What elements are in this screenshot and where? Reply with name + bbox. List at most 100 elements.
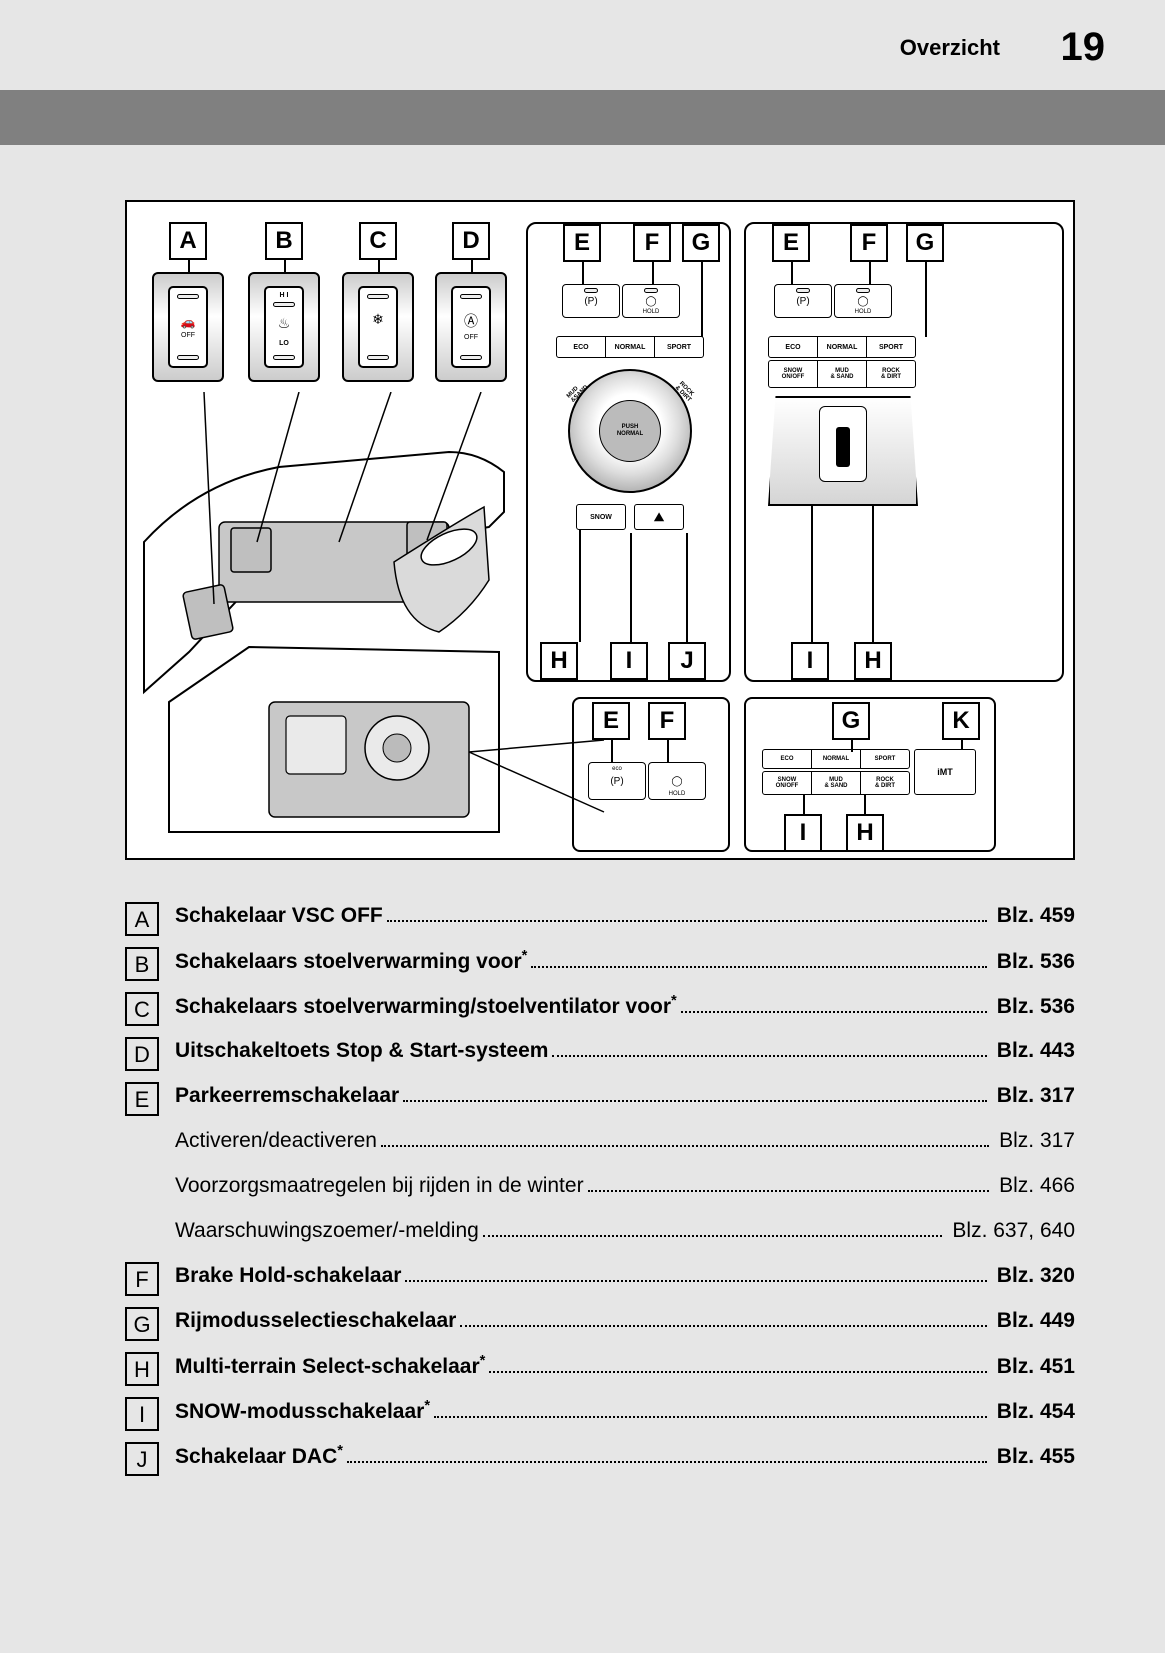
mode-strip-left: ECO NORMAL SPORT xyxy=(556,336,704,358)
button-c-led-top xyxy=(367,294,389,299)
legend-row: FBrake Hold-schakelaar Blz. 320 xyxy=(125,1260,1075,1296)
callout-k-lower: K xyxy=(942,702,980,740)
mode-sport: SPORT xyxy=(861,750,909,768)
callout-line xyxy=(611,740,613,762)
terrain-mud: MUD& SAND xyxy=(812,772,861,794)
hold-label: HOLD xyxy=(855,309,872,315)
callout-line xyxy=(652,262,654,284)
legend-line: Waarschuwingszoemer/-melding Blz. 637, 6… xyxy=(175,1215,1075,1247)
legend-page-ref: Blz. 443 xyxy=(991,1035,1075,1067)
interior-svg xyxy=(139,392,609,842)
legend-dots xyxy=(483,1220,943,1237)
terrain-rock: ROCK& DIRT xyxy=(861,772,909,794)
legend-label: Schakelaar VSC OFF xyxy=(175,900,383,932)
lever-slot xyxy=(819,406,867,482)
legend-dots xyxy=(387,905,987,922)
legend-row: G Rijmodusselectieschakelaar Blz. 449 xyxy=(125,1305,1075,1341)
callout-g-left: G xyxy=(682,224,720,262)
legend-line: Multi-terrain Select-schakelaar* Blz. 45… xyxy=(175,1350,1075,1383)
button-panel-d: Ⓐ OFF xyxy=(435,272,507,382)
legend-letter-box: J xyxy=(125,1442,159,1476)
legend-dots xyxy=(381,1130,989,1147)
button-a-ridge xyxy=(177,355,199,360)
callout-line xyxy=(378,260,380,272)
legend-label: Schakelaars stoelverwarming voor* xyxy=(175,945,527,978)
button-grid-panel: E F G (P) ◯ HOLD ECO xyxy=(744,222,1064,682)
legend-letter-box: I xyxy=(125,1397,159,1431)
legend-row: J Schakelaar DAC* Blz. 455 xyxy=(125,1440,1075,1476)
legend-line: Brake Hold-schakelaar Blz. 320 xyxy=(175,1260,1075,1292)
hold-circle-icon: ◯ xyxy=(857,296,868,307)
page-number: 19 xyxy=(1061,25,1106,70)
callout-d: D xyxy=(452,222,490,260)
terrain-snow: SNOWON/OFF xyxy=(769,361,818,387)
legend-dots xyxy=(403,1085,987,1102)
dial-push-label: PUSH xyxy=(622,424,639,431)
dial-normal-label: NORMAL xyxy=(617,431,643,438)
mode-eco: ECO xyxy=(769,337,818,357)
hold-led xyxy=(644,288,658,293)
callout-line xyxy=(803,795,805,815)
legend-label: Multi-terrain Select-schakelaar* xyxy=(175,1350,485,1383)
p-icon: (P) xyxy=(796,296,809,307)
callout-j-left: J xyxy=(668,642,706,680)
legend-page-ref: Blz. 455 xyxy=(991,1441,1075,1473)
callout-h-right: H xyxy=(854,642,892,680)
legend-dots xyxy=(588,1175,990,1192)
legend-label: Rijmodusselectieschakelaar xyxy=(175,1305,456,1337)
legend-page-ref: Blz. 466 xyxy=(993,1170,1075,1202)
legend-label: Schakelaar DAC* xyxy=(175,1440,343,1473)
callout-f-right: F xyxy=(850,224,888,262)
legend-page-ref: Blz. 317 xyxy=(991,1080,1075,1112)
vsc-off-icon: 🚗 xyxy=(181,316,196,329)
callout-line xyxy=(284,260,286,272)
mode-normal: NORMAL xyxy=(818,337,867,357)
legend-row: Voorzorgsmaatregelen bij rijden in de wi… xyxy=(125,1170,1075,1206)
legend-row: E Parkeerremschakelaar Blz. 317 xyxy=(125,1080,1075,1116)
callout-e-left: E xyxy=(563,224,601,262)
legend-row: HMulti-terrain Select-schakelaar* Blz. 4… xyxy=(125,1350,1075,1386)
legend-dots xyxy=(681,996,987,1013)
legend-line: Rijmodusselectieschakelaar Blz. 449 xyxy=(175,1305,1075,1337)
mode-sport: SPORT xyxy=(655,337,703,357)
legend-letter-box: E xyxy=(125,1082,159,1116)
button-a-off-label: OFF xyxy=(181,332,195,340)
legend-row: CSchakelaars stoelverwarming/stoelventil… xyxy=(125,990,1075,1026)
content-area: A B C D 🚗 OFF H I xyxy=(0,145,1165,1525)
hold-button-right: ◯ HOLD xyxy=(834,284,892,318)
button-b-led-top xyxy=(273,302,295,307)
legend-line: Parkeerremschakelaar Blz. 317 xyxy=(175,1080,1075,1112)
callout-line xyxy=(811,506,813,642)
legend-dots xyxy=(405,1265,986,1282)
terrain-strip-right: SNOWON/OFF MUD& SAND ROCK& DIRT xyxy=(768,360,916,388)
hold-label: HOLD xyxy=(643,309,660,315)
legend-label: Schakelaars stoelverwarming/stoelventila… xyxy=(175,990,677,1023)
legend-row: ISNOW-modusschakelaar* Blz. 454 xyxy=(125,1395,1075,1431)
legend-letter-box: G xyxy=(125,1307,159,1341)
button-b-hi-label: H I xyxy=(280,292,289,300)
legend-line: Uitschakeltoets Stop & Start-systeem Blz… xyxy=(175,1035,1075,1067)
callout-g-right: G xyxy=(906,224,944,262)
callout-g-lower: G xyxy=(832,702,870,740)
hold-label: HOLD xyxy=(669,791,686,797)
callout-f-left: F xyxy=(633,224,671,262)
button-c-ridge xyxy=(367,355,389,360)
callout-line xyxy=(471,260,473,272)
mode-normal: NORMAL xyxy=(606,337,655,357)
callout-line xyxy=(630,533,632,642)
callout-c: C xyxy=(359,222,397,260)
button-b-face: H I ♨ LO xyxy=(264,286,304,368)
legend-dots xyxy=(552,1040,986,1057)
legend-label: Brake Hold-schakelaar xyxy=(175,1260,401,1292)
mode-eco: ECO xyxy=(763,750,812,768)
gray-divider-bar xyxy=(0,90,1165,145)
mode-strip-lower: ECO NORMAL SPORT xyxy=(762,749,910,769)
button-d-off-label: OFF xyxy=(464,334,478,342)
legend-label: Parkeerremschakelaar xyxy=(175,1080,399,1112)
callout-line xyxy=(791,262,793,284)
legend-row: ASchakelaar VSC OFF Blz. 459 xyxy=(125,900,1075,936)
legend-row: Activeren/deactiveren Blz. 317 xyxy=(125,1125,1075,1161)
legend-dots xyxy=(347,1446,987,1463)
button-panel-a: 🚗 OFF xyxy=(152,272,224,382)
button-panel-c: ❄ xyxy=(342,272,414,382)
